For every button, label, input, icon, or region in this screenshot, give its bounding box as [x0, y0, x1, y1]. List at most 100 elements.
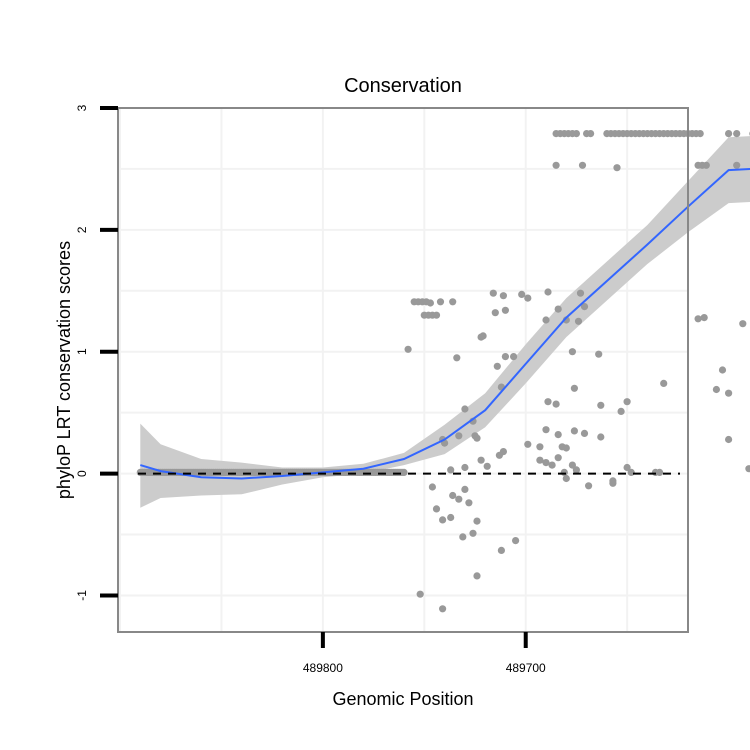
data-point [544, 288, 552, 296]
data-point [627, 468, 635, 476]
data-point [495, 451, 503, 459]
data-point [436, 298, 445, 306]
data-point [459, 533, 467, 541]
data-point [578, 161, 587, 169]
data-point [465, 499, 473, 507]
data-point [447, 466, 455, 474]
data-point [580, 429, 589, 437]
data-point [560, 468, 568, 476]
data-point [461, 485, 469, 493]
data-point [554, 454, 562, 462]
data-point [469, 529, 477, 537]
data-point [439, 605, 447, 613]
data-point [489, 289, 497, 297]
data-point [562, 474, 570, 483]
data-point [700, 314, 708, 322]
data-point [660, 379, 668, 387]
data-point [461, 463, 469, 472]
data-point [562, 444, 570, 452]
data-point [613, 164, 621, 172]
y-tick-label: 2 [75, 226, 89, 233]
plot-panel [118, 108, 688, 632]
data-point [597, 433, 605, 441]
data-point [585, 482, 593, 490]
data-point [580, 303, 589, 311]
x-tick-label: 489800 [303, 661, 343, 675]
data-point [524, 294, 532, 302]
data-point [694, 315, 702, 323]
data-point [461, 405, 469, 413]
data-point [595, 350, 603, 358]
data-point [733, 161, 741, 169]
data-point [499, 292, 507, 300]
data-point [455, 495, 463, 503]
data-point [518, 290, 526, 298]
data-point [574, 317, 583, 325]
data-point [725, 130, 733, 138]
data-point [554, 305, 562, 313]
data-point [570, 427, 579, 435]
smooth-line-layer [140, 168, 750, 480]
data-point [536, 443, 544, 451]
data-point [725, 389, 733, 397]
data-point [609, 477, 617, 485]
data-point [587, 130, 595, 138]
data-point [745, 465, 750, 473]
y-axis: -1 0 1 2 3 [75, 104, 118, 601]
data-point [491, 309, 499, 317]
data-point [449, 491, 457, 500]
data-point [497, 546, 505, 555]
data-point [544, 398, 552, 406]
data-point [542, 426, 550, 434]
data-point [439, 516, 447, 524]
data-point [656, 468, 664, 476]
data-point [623, 463, 631, 472]
data-point [479, 332, 487, 340]
data-point [572, 130, 581, 138]
panel-border [117, 107, 689, 633]
data-point [572, 466, 581, 474]
data-point [548, 461, 556, 469]
x-axis: 489800 489700 [303, 632, 546, 675]
data-point [473, 517, 481, 525]
data-point [554, 431, 562, 439]
data-point [449, 298, 457, 306]
data-point [416, 590, 424, 598]
data-point [447, 513, 455, 522]
data-point [552, 161, 560, 169]
data-point [568, 348, 577, 356]
data-point [542, 459, 550, 467]
y-tick-label: 0 [75, 470, 89, 477]
data-point [570, 384, 579, 392]
data-point [493, 362, 501, 370]
data-point [536, 456, 544, 464]
data-point [568, 461, 577, 469]
data-point [524, 440, 532, 448]
y-tick-label: 3 [75, 104, 89, 111]
data-point [473, 434, 481, 442]
data-point [483, 462, 491, 470]
x-tick-label: 489700 [506, 661, 546, 675]
data-point [400, 468, 408, 476]
data-point [426, 299, 434, 307]
data-point [597, 401, 605, 409]
chart-title: Conservation [344, 75, 462, 97]
y-tick-label: -1 [75, 590, 89, 601]
data-point [542, 316, 550, 324]
data-point [473, 572, 481, 580]
data-point [453, 354, 461, 362]
data-point [432, 311, 441, 319]
data-point [501, 353, 509, 361]
data-point [617, 407, 625, 415]
data-point [501, 306, 509, 314]
data-point [432, 505, 441, 513]
data-point [576, 289, 585, 297]
data-point [733, 130, 741, 138]
y-tick-label: 1 [75, 348, 89, 355]
data-point [702, 161, 710, 169]
data-point [712, 385, 721, 394]
data-point [404, 345, 412, 353]
data-point [739, 320, 747, 328]
smooth-line [140, 168, 750, 480]
